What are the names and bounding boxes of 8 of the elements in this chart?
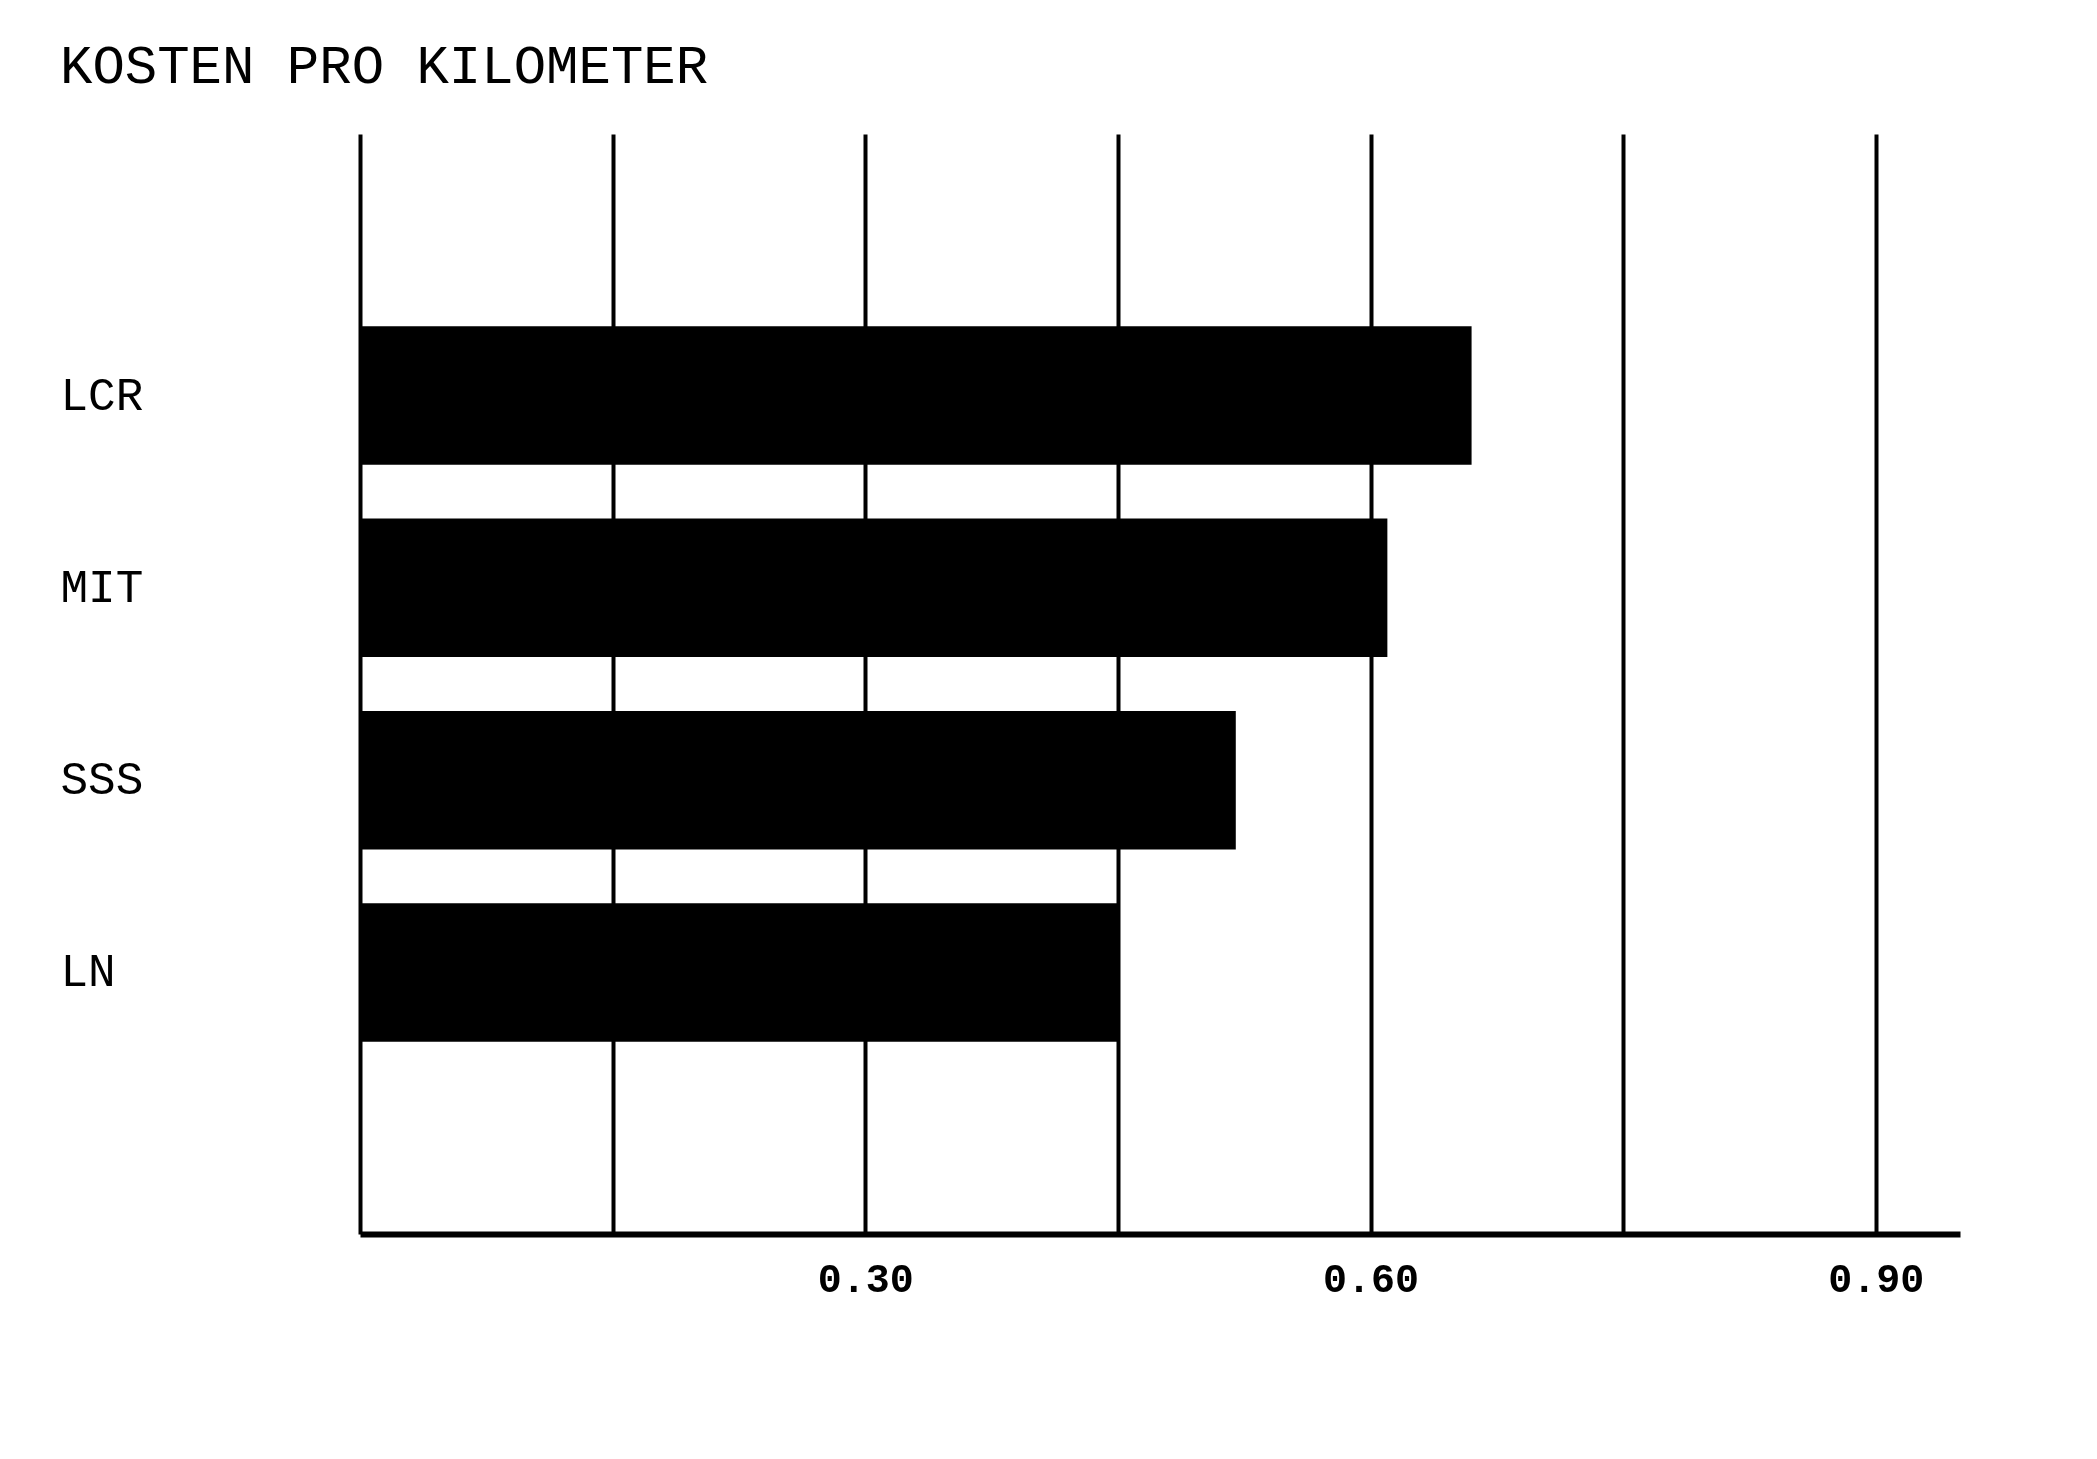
chart-title: KOSTEN PRO KILOMETER [60, 38, 709, 99]
x-tick-label: 0.30 [817, 1258, 914, 1304]
y-tick-label: SSS [60, 756, 144, 809]
x-tick-label: 0.90 [1828, 1258, 1925, 1304]
x-tick-label: 0.60 [1323, 1258, 1420, 1304]
y-tick-label: MIT [60, 563, 144, 616]
y-tick-label: LN [60, 948, 116, 1001]
y-tick-label: LCR [60, 371, 144, 424]
